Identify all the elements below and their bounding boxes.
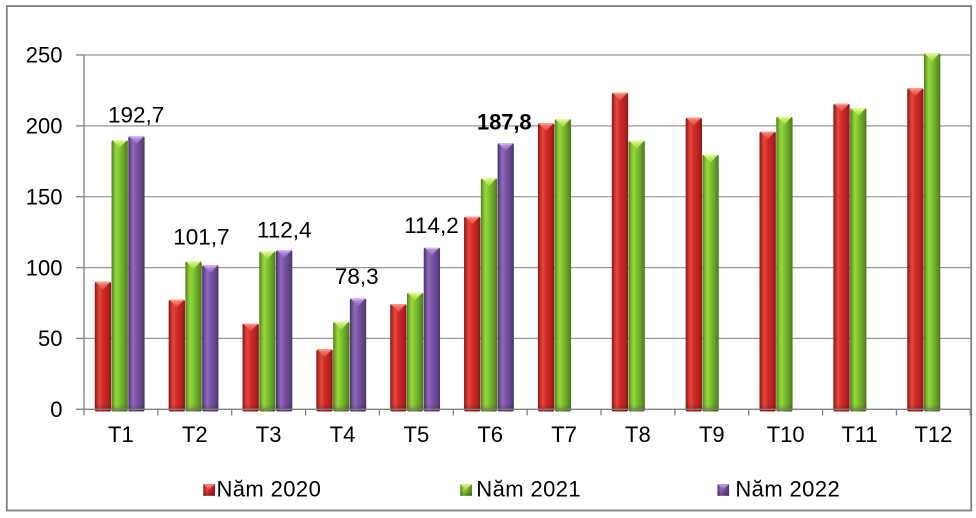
svg-text:192,7: 192,7 — [108, 103, 164, 128]
svg-text:T5: T5 — [404, 422, 430, 447]
svg-text:100: 100 — [26, 255, 63, 280]
svg-text:187,8: 187,8 — [477, 109, 532, 134]
svg-text:T1: T1 — [108, 422, 134, 447]
svg-text:78,3: 78,3 — [335, 264, 379, 289]
svg-text:Năm 2020: Năm 2020 — [217, 477, 322, 502]
svg-text:0: 0 — [50, 397, 62, 422]
svg-text:200: 200 — [26, 114, 63, 139]
svg-text:250: 250 — [26, 43, 63, 68]
svg-text:101,7: 101,7 — [173, 224, 229, 249]
svg-text:T3: T3 — [256, 422, 282, 447]
svg-text:Năm 2022: Năm 2022 — [735, 477, 840, 502]
svg-text:T2: T2 — [182, 422, 208, 447]
svg-text:T11: T11 — [841, 422, 877, 447]
svg-text:T6: T6 — [477, 422, 503, 447]
svg-text:112,4: 112,4 — [257, 218, 312, 243]
svg-text:T4: T4 — [330, 422, 356, 447]
svg-text:Năm 2021: Năm 2021 — [476, 477, 581, 502]
svg-text:150: 150 — [26, 184, 63, 209]
svg-text:T12: T12 — [914, 422, 952, 447]
svg-text:T7: T7 — [551, 422, 577, 447]
svg-text:T8: T8 — [625, 422, 651, 447]
svg-text:50: 50 — [38, 326, 62, 351]
svg-text:114,2: 114,2 — [404, 213, 459, 238]
svg-text:T9: T9 — [699, 422, 725, 447]
svg-text:T10: T10 — [767, 422, 805, 447]
